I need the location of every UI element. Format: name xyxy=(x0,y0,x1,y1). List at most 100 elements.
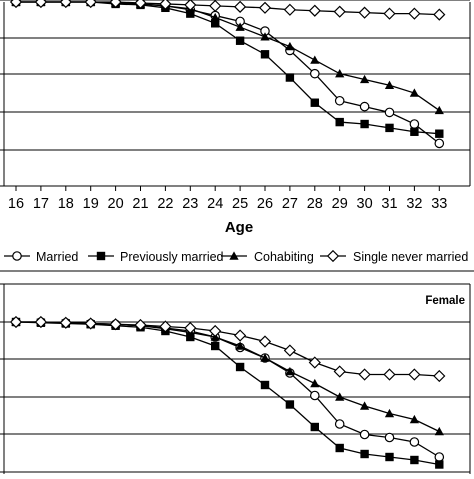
data-point xyxy=(335,69,345,78)
data-point xyxy=(234,329,247,342)
x-tick-label: 16 xyxy=(8,196,24,212)
data-point xyxy=(34,0,47,9)
x-tick-label: 27 xyxy=(282,196,298,212)
legend-item: Single never married xyxy=(320,249,468,264)
series-line xyxy=(16,321,440,458)
data-point xyxy=(309,390,320,401)
x-tick-label: 20 xyxy=(108,196,124,212)
x-tick-label: 21 xyxy=(132,196,148,212)
data-point xyxy=(260,32,270,41)
data-point xyxy=(310,422,319,432)
data-point xyxy=(383,7,396,20)
data-point xyxy=(258,335,272,348)
data-point xyxy=(335,392,345,401)
data-point xyxy=(360,119,369,129)
legend-item: Married xyxy=(4,250,78,264)
legend-label: Previously married xyxy=(120,250,224,264)
series-line xyxy=(16,321,440,377)
series-square xyxy=(11,0,444,138)
legend-label: Married xyxy=(36,250,78,264)
data-point xyxy=(335,117,344,127)
data-point xyxy=(409,88,420,97)
data-point xyxy=(209,324,222,338)
data-point xyxy=(235,362,245,372)
x-tick-label: 26 xyxy=(257,196,273,212)
panel-title: Female xyxy=(425,295,465,307)
series-line xyxy=(16,321,440,433)
data-point xyxy=(409,437,420,447)
data-point xyxy=(186,9,195,18)
data-point xyxy=(159,320,172,333)
legend-label: Cohabiting xyxy=(254,250,314,264)
data-point xyxy=(434,452,445,462)
data-point xyxy=(209,0,222,12)
legend-marker xyxy=(96,251,106,261)
data-point xyxy=(359,101,370,112)
data-point xyxy=(84,317,97,330)
data-point xyxy=(134,318,147,332)
data-point xyxy=(9,315,23,329)
x-tick-label: 22 xyxy=(157,196,173,212)
x-axis-label: Age xyxy=(225,219,253,236)
data-point xyxy=(335,443,344,453)
top-panel: 16 17 18 19 20 21 22 23 24 25 26 27 28 29 30 31 32 33 Age xyxy=(0,0,471,236)
data-point xyxy=(384,408,395,418)
data-point xyxy=(260,50,270,59)
data-point xyxy=(383,368,396,381)
data-point xyxy=(408,7,421,20)
data-point xyxy=(358,6,371,19)
x-tick-label: 19 xyxy=(83,196,99,212)
legend-item: Cohabiting xyxy=(221,250,314,264)
data-point xyxy=(260,353,270,362)
data-point xyxy=(186,332,195,342)
series-line xyxy=(15,321,440,466)
legend-marker xyxy=(12,251,22,261)
x-tick-label: 32 xyxy=(406,196,422,212)
data-point xyxy=(9,0,23,9)
series-line xyxy=(16,1,440,144)
series-circle xyxy=(11,317,445,462)
data-point xyxy=(184,321,197,335)
data-point xyxy=(309,68,320,79)
data-point xyxy=(410,127,419,136)
data-point xyxy=(409,119,420,129)
x-tick-label: 30 xyxy=(357,196,373,212)
data-point xyxy=(333,5,346,18)
data-point xyxy=(84,0,97,9)
data-point xyxy=(310,55,320,64)
data-point xyxy=(285,366,295,376)
x-tick-label: 24 xyxy=(207,196,223,212)
data-point xyxy=(235,36,245,45)
data-point xyxy=(433,369,446,383)
female-panel: Female xyxy=(0,283,471,474)
x-tick-label: 17 xyxy=(33,196,49,212)
data-point xyxy=(384,80,395,89)
data-point xyxy=(434,105,444,115)
legend-item: Previously married xyxy=(88,250,224,264)
legend: Married Previously married Cohabiting Singl… xyxy=(0,249,474,272)
x-tick-label: 31 xyxy=(381,196,397,212)
series-triangle xyxy=(11,0,444,115)
x-tick-label: 28 xyxy=(307,196,323,212)
data-point xyxy=(159,0,172,11)
data-point xyxy=(360,449,369,459)
data-point xyxy=(184,0,197,12)
x-tick-label: 25 xyxy=(232,196,248,212)
x-tick-label: 29 xyxy=(332,196,348,212)
data-point xyxy=(359,74,370,84)
data-point xyxy=(308,4,321,17)
series-line xyxy=(16,1,440,16)
data-point xyxy=(235,341,245,350)
x-tick-label: 23 xyxy=(182,196,198,212)
legend-label: Single never married xyxy=(353,250,468,264)
data-point xyxy=(211,19,220,28)
data-point xyxy=(334,95,345,106)
data-point xyxy=(59,316,72,329)
data-point xyxy=(435,129,444,138)
data-point xyxy=(333,365,346,378)
data-point xyxy=(283,3,296,16)
data-point xyxy=(334,419,345,429)
data-point xyxy=(358,368,371,381)
data-point xyxy=(134,0,147,10)
